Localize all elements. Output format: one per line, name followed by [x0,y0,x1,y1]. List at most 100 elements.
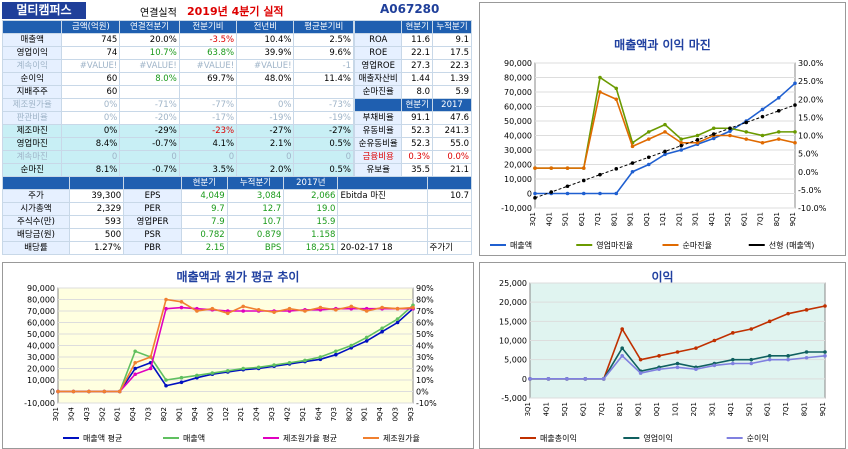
data-point [804,350,809,354]
x-tick-label: 4Q1 [727,402,735,416]
header-cell [426,176,473,190]
row-label: 시가총액 [2,202,70,216]
y-tick-label: 50,000 [27,330,55,339]
data-point [731,361,735,366]
data-point [731,357,735,362]
y-tick-label: 0 [522,375,527,384]
x-tick-label: 7Q1 [598,402,606,416]
value-cell: 27.3 [401,59,433,73]
report-type: 연결실적 [140,8,177,19]
x-tick-label: 1Q1 [659,212,667,226]
value-cell: #VALUE! [119,59,180,73]
value-cell: #VALUE! [61,59,121,73]
table-row: 매출자산비 1.44 1.39 [353,72,472,86]
value-cell: 10.4% [236,33,295,47]
x-tick-label: 7Q1 [594,212,602,226]
header-cell [123,176,182,190]
x-tick-label: 6Q1 [114,407,122,421]
data-point [334,308,338,312]
value-cell: 52.3 [401,124,433,138]
x-tick-label: 6Q1 [740,212,748,226]
value-cell: 48.0% [236,72,295,86]
y-tick-label: 10,000 [27,376,55,385]
value-cell: 1.39 [432,72,472,86]
value-cell: 1.158 [283,228,339,242]
y2-tick-label: 90% [416,284,434,293]
report-period: 2019년 4분기 실적 [187,5,284,18]
value-cell: 3.5% [178,163,238,177]
data-point [663,149,667,154]
x-tick-label: 0Q3 [206,407,214,421]
column-header: 연결전분기 [119,20,180,34]
value-cell: 20-02-17 18 [337,241,428,255]
data-point [728,133,732,138]
y2-tick-label: 15.0% [798,113,824,122]
data-point [272,310,276,314]
x-tick-label: 0Q3 [392,407,400,421]
column-header: 누적분기 [226,176,285,190]
data-point [663,130,667,134]
data-point [533,191,537,196]
data-point [565,184,570,189]
x-tick-label: 4Q2 [284,407,292,421]
value-cell: 63.8% [178,46,238,60]
row-label: 순유동비율 [353,137,403,151]
data-point [695,133,700,138]
data-point [318,305,323,310]
data-point [712,338,717,343]
x-tick-label: 1Q1 [672,402,680,416]
value-cell: 0% [61,124,121,138]
data-point [793,130,797,134]
value-cell: -73% [293,98,354,112]
data-point [225,311,230,316]
row-label: 영업PER [123,215,182,229]
data-point [334,352,338,357]
financial-table: 금액(억원) 연결전분기 전분기비 전년비 평균분기비 매출액 745 20.0% -3.5% 1… [1,20,354,177]
profit-chart-panel: 이익 -5,000 0 5,000 10,000 15,000 20,000 25,000 3… [479,262,846,449]
data-point [565,166,570,170]
data-point [711,132,716,136]
data-point [767,357,772,362]
column-header: 현분기 [401,20,433,34]
value-cell: 0.3% [401,150,433,164]
value-cell [119,85,180,99]
data-point [675,350,680,354]
data-point [760,114,765,119]
value-cell [178,85,238,99]
data-point [148,355,153,359]
value-cell: -71% [119,98,180,112]
x-tick-label: 5Q1 [562,212,570,226]
y-tick-label: 15,000 [499,317,527,326]
data-point [395,306,400,311]
data-point [411,305,415,310]
y-tick-label: 40,000 [504,132,532,141]
x-tick-label: 3Q1 [708,402,716,416]
data-point [349,343,354,348]
legend-label: 매출액 [183,433,205,443]
table-row: 영업ROE 27.3 22.3 [353,59,472,73]
value-cell: 8.4% [61,137,121,151]
data-point [364,335,369,340]
column-header: 평균분기비 [293,20,354,34]
data-point [546,377,551,381]
ratio-table: 현분기 누적분기 ROA 11.6 9.1 ROE 22.1 17.5 영업ROE 27.3 22.… [353,20,472,177]
data-point [133,366,137,371]
value-cell: 0.5% [293,137,354,151]
data-point [334,349,338,354]
data-point [731,331,735,335]
row-label: ROE [353,46,403,60]
empty-cell [337,215,428,229]
data-point [241,366,246,371]
value-cell: 17.5 [432,46,472,60]
column-header: 2017 [432,98,472,112]
row-label: 배당률 [2,241,70,255]
value-cell: 9.6% [293,46,354,60]
row-label: 제조마진 [1,124,63,138]
chart-title: 매출액과 원가 평균 추이 [176,270,300,284]
row-label: 주식수(만) [2,215,70,229]
value-cell: 55.0 [432,137,472,151]
value-cell: #VALUE! [178,59,238,73]
value-cell: 8.0% [119,72,180,86]
legend-label: 순이익 [747,433,769,443]
header-cell [2,176,70,190]
